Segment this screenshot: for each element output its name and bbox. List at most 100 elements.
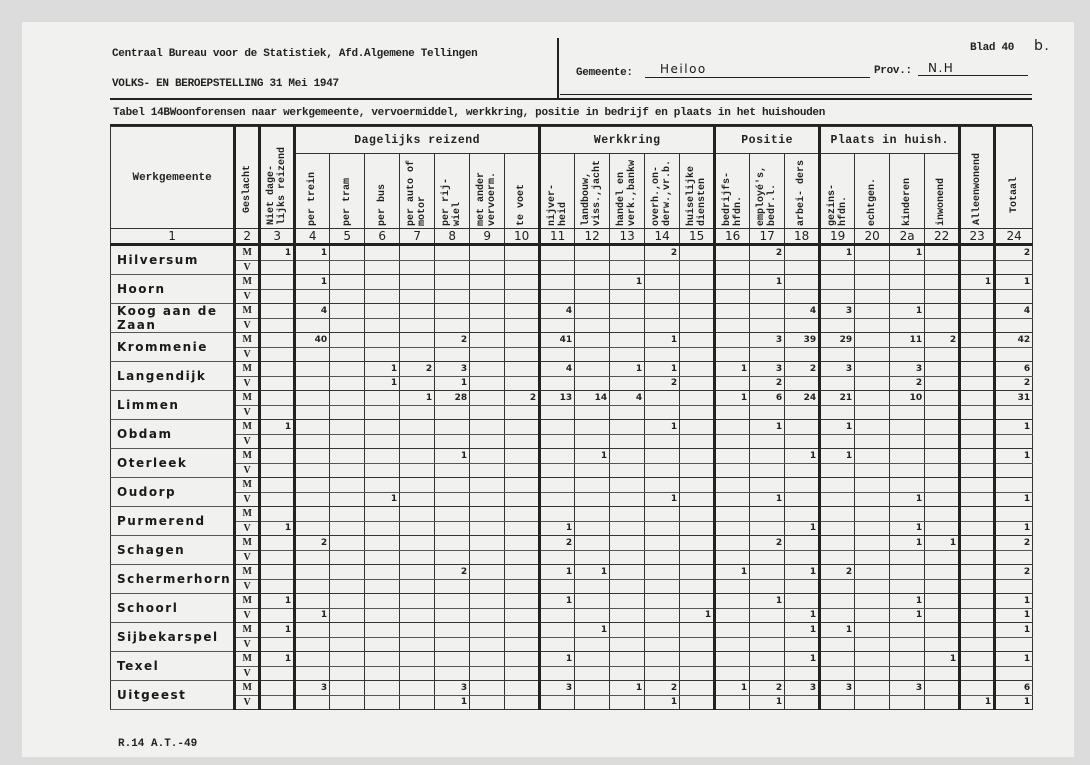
count-cell xyxy=(469,244,506,261)
count-cell xyxy=(399,637,436,652)
count-cell xyxy=(574,695,611,710)
count-cell xyxy=(644,463,681,478)
count-cell: 1 xyxy=(713,680,751,696)
count-cell xyxy=(434,506,471,522)
count-cell xyxy=(749,579,786,594)
count-cell xyxy=(609,506,646,522)
table-row: Sijbekarspel M 1 1 1 1 1 xyxy=(109,622,1034,652)
count-cell xyxy=(679,564,716,580)
column-number: 15 xyxy=(679,228,716,246)
count-cell: 1 xyxy=(784,448,821,464)
count-cell: 1 xyxy=(644,361,681,377)
count-cell xyxy=(329,477,366,493)
count-cell xyxy=(574,477,611,493)
count-cell xyxy=(329,347,366,362)
count-cell xyxy=(818,651,856,667)
count-cell xyxy=(293,347,331,362)
count-cell xyxy=(854,492,891,507)
count-cell xyxy=(258,289,296,304)
count-cell xyxy=(399,244,436,261)
count-cell xyxy=(399,695,436,710)
count-cell xyxy=(329,318,366,333)
count-cell xyxy=(574,361,611,377)
count-cell xyxy=(434,608,471,623)
count-cell xyxy=(889,622,926,638)
count-cell xyxy=(713,260,751,275)
count-cell xyxy=(364,550,401,565)
count-cell xyxy=(399,405,436,420)
werkgemeente-name: Obdam xyxy=(109,419,236,449)
count-cell: 3 xyxy=(538,680,576,696)
count-cell xyxy=(609,347,646,362)
count-cell xyxy=(364,637,401,652)
count-cell xyxy=(469,289,506,304)
count-cell: 2 xyxy=(399,361,436,377)
col-header-sub: gezins- hfdn. xyxy=(818,153,856,229)
count-cell xyxy=(469,521,506,536)
count-cell xyxy=(609,303,646,319)
count-cell xyxy=(329,390,366,406)
count-cell xyxy=(609,376,646,391)
count-cell: 2 xyxy=(538,535,576,551)
count-cell xyxy=(854,405,891,420)
table-row: Oudorp M xyxy=(109,477,1034,507)
count-cell xyxy=(958,492,996,507)
table-row: Obdam M 1 1 1 1 1 xyxy=(109,419,1034,449)
count-cell: 1 xyxy=(749,593,786,609)
count-cell xyxy=(538,244,576,261)
niet-dagelijks-label: Niet dage- lijks reizend xyxy=(266,146,289,225)
count-cell: 1 xyxy=(993,608,1034,623)
count-cell xyxy=(924,318,961,333)
table-row: Limmen M 1 28 2 13 14 4 1 6 24 21 10 31 xyxy=(109,390,1034,420)
totaal-label: Totaal xyxy=(1008,176,1020,213)
count-cell xyxy=(713,244,751,261)
column-number: 7 xyxy=(399,228,436,246)
count-cell xyxy=(924,463,961,478)
count-cell xyxy=(434,535,471,551)
count-cell xyxy=(469,564,506,580)
count-cell: 4 xyxy=(538,303,576,319)
count-cell xyxy=(469,550,506,565)
count-cell xyxy=(399,492,436,507)
count-cell xyxy=(713,593,751,609)
table-row: V xyxy=(111,579,1034,594)
count-cell xyxy=(749,564,786,580)
count-cell xyxy=(364,622,401,638)
count-cell: 2 xyxy=(749,680,786,696)
count-cell xyxy=(329,521,366,536)
count-cell xyxy=(504,289,541,304)
count-cell: 1 xyxy=(784,521,821,536)
column-number: 18 xyxy=(784,228,821,246)
count-cell xyxy=(854,695,891,710)
count-cell xyxy=(679,289,716,304)
count-cell xyxy=(679,695,716,710)
count-cell: 10 xyxy=(889,390,926,406)
count-cell xyxy=(609,608,646,623)
table-row: V xyxy=(111,637,1034,652)
header-rule-thin xyxy=(560,94,1032,95)
count-cell xyxy=(609,492,646,507)
count-cell xyxy=(854,434,891,449)
count-cell xyxy=(293,405,331,420)
count-cell xyxy=(574,492,611,507)
count-cell xyxy=(469,535,506,551)
count-cell: 1 xyxy=(713,564,751,580)
count-cell xyxy=(399,666,436,681)
count-cell xyxy=(538,477,576,493)
count-cell xyxy=(504,506,541,522)
count-cell: 11 xyxy=(889,332,926,348)
alleenwonend-label: Alleenwonend xyxy=(971,152,983,225)
count-cell xyxy=(434,244,471,261)
count-cell xyxy=(924,376,961,391)
count-cell xyxy=(958,564,996,580)
count-cell: 2 xyxy=(749,535,786,551)
count-cell xyxy=(784,405,821,420)
geslacht-cell: V xyxy=(233,405,261,420)
column-number: 2 xyxy=(233,228,261,246)
count-cell xyxy=(924,492,961,507)
count-cell xyxy=(679,535,716,551)
count-cell xyxy=(609,579,646,594)
sub-header-label: nijver- heid xyxy=(546,183,569,226)
count-cell xyxy=(574,419,611,435)
count-cell xyxy=(364,303,401,319)
